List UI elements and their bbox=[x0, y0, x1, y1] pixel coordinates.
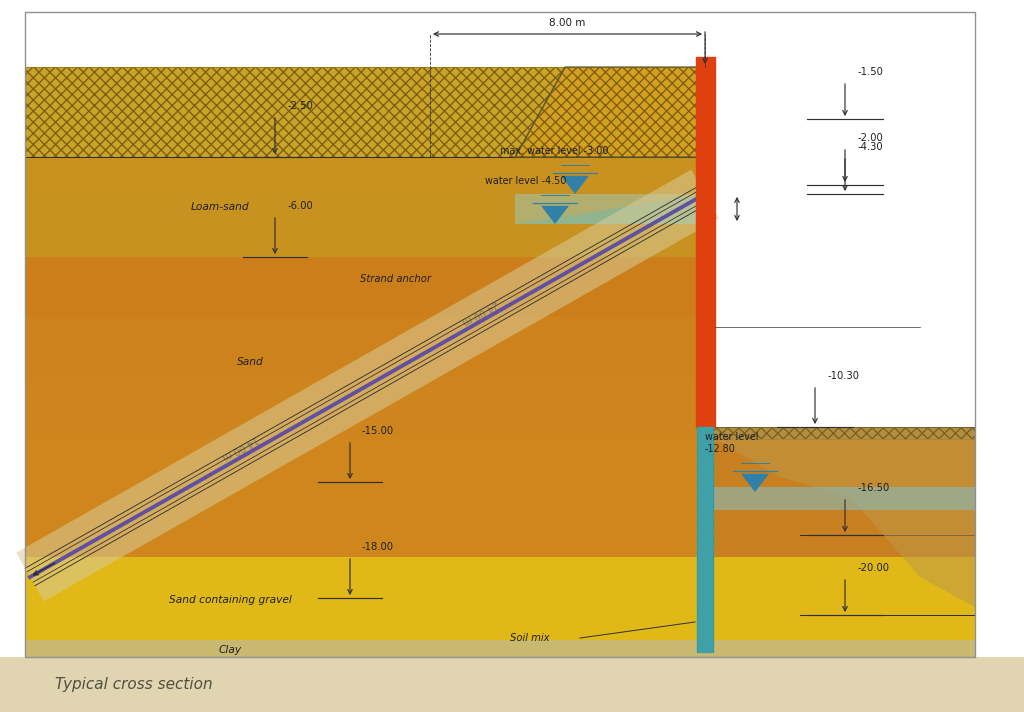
Text: water level -4.50: water level -4.50 bbox=[485, 176, 566, 186]
Polygon shape bbox=[25, 257, 705, 557]
Text: max. water level -3.00: max. water level -3.00 bbox=[500, 146, 608, 156]
Polygon shape bbox=[515, 67, 705, 157]
Text: L = 15 m: L = 15 m bbox=[720, 365, 763, 375]
Text: 6.82 m: 6.82 m bbox=[744, 193, 753, 225]
Polygon shape bbox=[561, 176, 589, 194]
Text: -15.00: -15.00 bbox=[362, 426, 394, 436]
Polygon shape bbox=[705, 487, 975, 510]
Text: Sand containing gravel: Sand containing gravel bbox=[169, 595, 292, 605]
Polygon shape bbox=[25, 157, 705, 257]
Polygon shape bbox=[705, 427, 975, 439]
Text: 8.00 m: 8.00 m bbox=[549, 18, 586, 28]
Text: Typical cross section: Typical cross section bbox=[55, 676, 213, 691]
Text: Soil mix: Soil mix bbox=[510, 633, 550, 643]
Polygon shape bbox=[515, 194, 705, 224]
Polygon shape bbox=[25, 557, 975, 640]
Text: S 355GP: S 355GP bbox=[720, 399, 759, 409]
Text: -10.30: -10.30 bbox=[828, 371, 860, 381]
Text: AZ 26-700 / AZ 36-700N: AZ 26-700 / AZ 36-700N bbox=[720, 323, 833, 332]
Text: -4.30: -4.30 bbox=[858, 142, 884, 152]
Text: Clay: Clay bbox=[218, 645, 242, 655]
Text: -6.00: -6.00 bbox=[288, 201, 313, 211]
Polygon shape bbox=[25, 157, 705, 257]
Text: water level
-12.80: water level -12.80 bbox=[705, 432, 759, 454]
Text: -18.00: -18.00 bbox=[362, 542, 394, 552]
Text: -2.50: -2.50 bbox=[288, 101, 314, 111]
Polygon shape bbox=[741, 473, 769, 492]
Text: 0.00  Street level (TAW +13.00): 0.00 Street level (TAW +13.00) bbox=[720, 45, 873, 55]
Polygon shape bbox=[25, 12, 975, 657]
Polygon shape bbox=[25, 190, 705, 257]
Polygon shape bbox=[25, 67, 705, 157]
Text: -16.50: -16.50 bbox=[858, 483, 890, 493]
Text: -2.00: -2.00 bbox=[858, 133, 884, 143]
Polygon shape bbox=[25, 377, 705, 557]
Text: Strand anchor: Strand anchor bbox=[360, 274, 431, 284]
Text: Loam-sand: Loam-sand bbox=[190, 202, 249, 212]
Polygon shape bbox=[705, 427, 975, 557]
Text: -1.50: -1.50 bbox=[858, 67, 884, 77]
Text: Excavation level: Excavation level bbox=[735, 387, 814, 397]
Text: 14.00 m: 14.00 m bbox=[220, 434, 260, 462]
Polygon shape bbox=[705, 12, 975, 427]
Polygon shape bbox=[25, 257, 705, 557]
Polygon shape bbox=[715, 439, 975, 607]
Text: -20.00: -20.00 bbox=[858, 563, 890, 573]
Polygon shape bbox=[25, 640, 975, 657]
Polygon shape bbox=[541, 206, 569, 224]
Polygon shape bbox=[16, 169, 719, 602]
Text: Sand: Sand bbox=[237, 357, 263, 367]
Polygon shape bbox=[0, 657, 1024, 712]
Text: 24.00 m: 24.00 m bbox=[460, 299, 500, 327]
Polygon shape bbox=[515, 194, 705, 224]
Polygon shape bbox=[25, 317, 705, 557]
